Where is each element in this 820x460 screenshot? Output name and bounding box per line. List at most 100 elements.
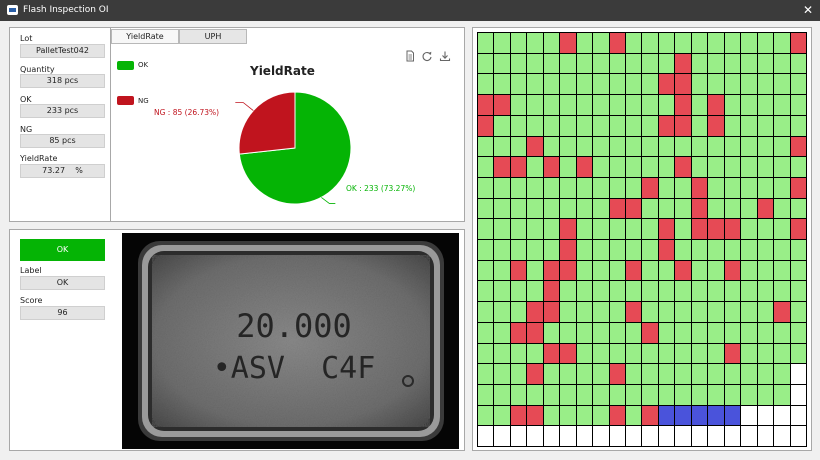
tray-cell[interactable] bbox=[790, 53, 806, 74]
tray-cell[interactable] bbox=[543, 302, 560, 322]
tray-cell[interactable] bbox=[658, 74, 675, 95]
tray-cell[interactable] bbox=[626, 240, 642, 260]
tray-cell[interactable] bbox=[543, 33, 560, 53]
tray-cell[interactable] bbox=[708, 364, 724, 384]
tray-cell[interactable] bbox=[790, 260, 806, 281]
tray-cell[interactable] bbox=[543, 53, 560, 74]
tray-cell[interactable] bbox=[642, 343, 658, 364]
tray-cell[interactable] bbox=[658, 364, 675, 384]
tray-cell[interactable] bbox=[527, 364, 543, 384]
tray-cell[interactable] bbox=[741, 95, 757, 115]
tray-cell[interactable] bbox=[741, 405, 757, 426]
tray-cell[interactable] bbox=[576, 198, 593, 219]
tray-cell[interactable] bbox=[510, 53, 527, 74]
tray-cell[interactable] bbox=[527, 384, 543, 405]
tray-cell[interactable] bbox=[560, 33, 576, 53]
tray-cell[interactable] bbox=[658, 281, 675, 302]
tray-cell[interactable] bbox=[790, 240, 806, 260]
tray-cell[interactable] bbox=[691, 364, 708, 384]
tray-cell[interactable] bbox=[724, 33, 741, 53]
tray-cell[interactable] bbox=[560, 240, 576, 260]
tray-cell[interactable] bbox=[708, 136, 724, 157]
tray-cell[interactable] bbox=[494, 136, 510, 157]
tray-cell[interactable] bbox=[494, 177, 510, 198]
tray-cell[interactable] bbox=[708, 281, 724, 302]
tray-cell[interactable] bbox=[593, 384, 609, 405]
tray-cell[interactable] bbox=[642, 177, 658, 198]
tray-cell[interactable] bbox=[675, 33, 691, 53]
tray-cell[interactable] bbox=[658, 405, 675, 426]
tray-cell[interactable] bbox=[560, 322, 576, 343]
tray-cell[interactable] bbox=[609, 322, 626, 343]
tray-cell[interactable] bbox=[609, 364, 626, 384]
tray-cell[interactable] bbox=[757, 281, 774, 302]
tray-cell[interactable] bbox=[658, 240, 675, 260]
tray-cell[interactable] bbox=[609, 343, 626, 364]
tray-cell[interactable] bbox=[626, 219, 642, 239]
tray-cell[interactable] bbox=[593, 405, 609, 426]
tray-cell[interactable] bbox=[576, 33, 593, 53]
tray-cell[interactable] bbox=[543, 136, 560, 157]
tray-cell[interactable] bbox=[790, 405, 806, 426]
tray-cell[interactable] bbox=[675, 281, 691, 302]
tray-cell[interactable] bbox=[774, 302, 790, 322]
tray-cell[interactable] bbox=[691, 115, 708, 136]
tray-cell[interactable] bbox=[757, 405, 774, 426]
tray-cell[interactable] bbox=[576, 74, 593, 95]
tray-cell[interactable] bbox=[774, 343, 790, 364]
tray-cell[interactable] bbox=[543, 95, 560, 115]
tray-cell[interactable] bbox=[741, 177, 757, 198]
tray-cell[interactable] bbox=[691, 384, 708, 405]
tray-cell[interactable] bbox=[560, 426, 576, 446]
tray-cell[interactable] bbox=[576, 405, 593, 426]
tray-cell[interactable] bbox=[790, 384, 806, 405]
tray-cell[interactable] bbox=[757, 177, 774, 198]
tray-cell[interactable] bbox=[790, 136, 806, 157]
tray-cell[interactable] bbox=[478, 405, 494, 426]
tray-cell[interactable] bbox=[691, 240, 708, 260]
tray-cell[interactable] bbox=[675, 53, 691, 74]
tray-cell[interactable] bbox=[790, 281, 806, 302]
download-icon[interactable] bbox=[439, 50, 451, 62]
tray-cell[interactable] bbox=[593, 281, 609, 302]
tray-cell[interactable] bbox=[724, 198, 741, 219]
tray-cell[interactable] bbox=[708, 322, 724, 343]
tray-cell[interactable] bbox=[626, 198, 642, 219]
tray-cell[interactable] bbox=[510, 33, 527, 53]
tray-cell[interactable] bbox=[757, 33, 774, 53]
tray-cell[interactable] bbox=[527, 136, 543, 157]
tray-cell[interactable] bbox=[576, 364, 593, 384]
tray-cell[interactable] bbox=[691, 198, 708, 219]
tray-cell[interactable] bbox=[593, 302, 609, 322]
tray-cell[interactable] bbox=[527, 198, 543, 219]
tray-cell[interactable] bbox=[642, 198, 658, 219]
tray-cell[interactable] bbox=[724, 322, 741, 343]
tray-cell[interactable] bbox=[757, 426, 774, 446]
tray-cell[interactable] bbox=[774, 281, 790, 302]
tray-cell[interactable] bbox=[675, 384, 691, 405]
tray-cell[interactable] bbox=[708, 240, 724, 260]
tray-cell[interactable] bbox=[691, 219, 708, 239]
tray-cell[interactable] bbox=[494, 322, 510, 343]
tray-cell[interactable] bbox=[543, 74, 560, 95]
tab-yieldrate[interactable]: YieldRate bbox=[111, 29, 179, 44]
tray-cell[interactable] bbox=[626, 322, 642, 343]
tray-cell[interactable] bbox=[741, 364, 757, 384]
tray-cell[interactable] bbox=[741, 260, 757, 281]
tray-cell[interactable] bbox=[790, 177, 806, 198]
tray-cell[interactable] bbox=[741, 240, 757, 260]
tray-cell[interactable] bbox=[708, 74, 724, 95]
tray-cell[interactable] bbox=[478, 219, 494, 239]
tray-cell[interactable] bbox=[494, 405, 510, 426]
tray-cell[interactable] bbox=[626, 74, 642, 95]
tray-cell[interactable] bbox=[642, 240, 658, 260]
tray-cell[interactable] bbox=[790, 364, 806, 384]
inspection-status-button[interactable]: OK bbox=[20, 239, 105, 261]
tray-cell[interactable] bbox=[478, 74, 494, 95]
tray-cell[interactable] bbox=[626, 95, 642, 115]
tray-cell[interactable] bbox=[790, 322, 806, 343]
tray-cell[interactable] bbox=[658, 426, 675, 446]
tray-cell[interactable] bbox=[642, 157, 658, 177]
tray-cell[interactable] bbox=[708, 302, 724, 322]
tray-cell[interactable] bbox=[757, 157, 774, 177]
